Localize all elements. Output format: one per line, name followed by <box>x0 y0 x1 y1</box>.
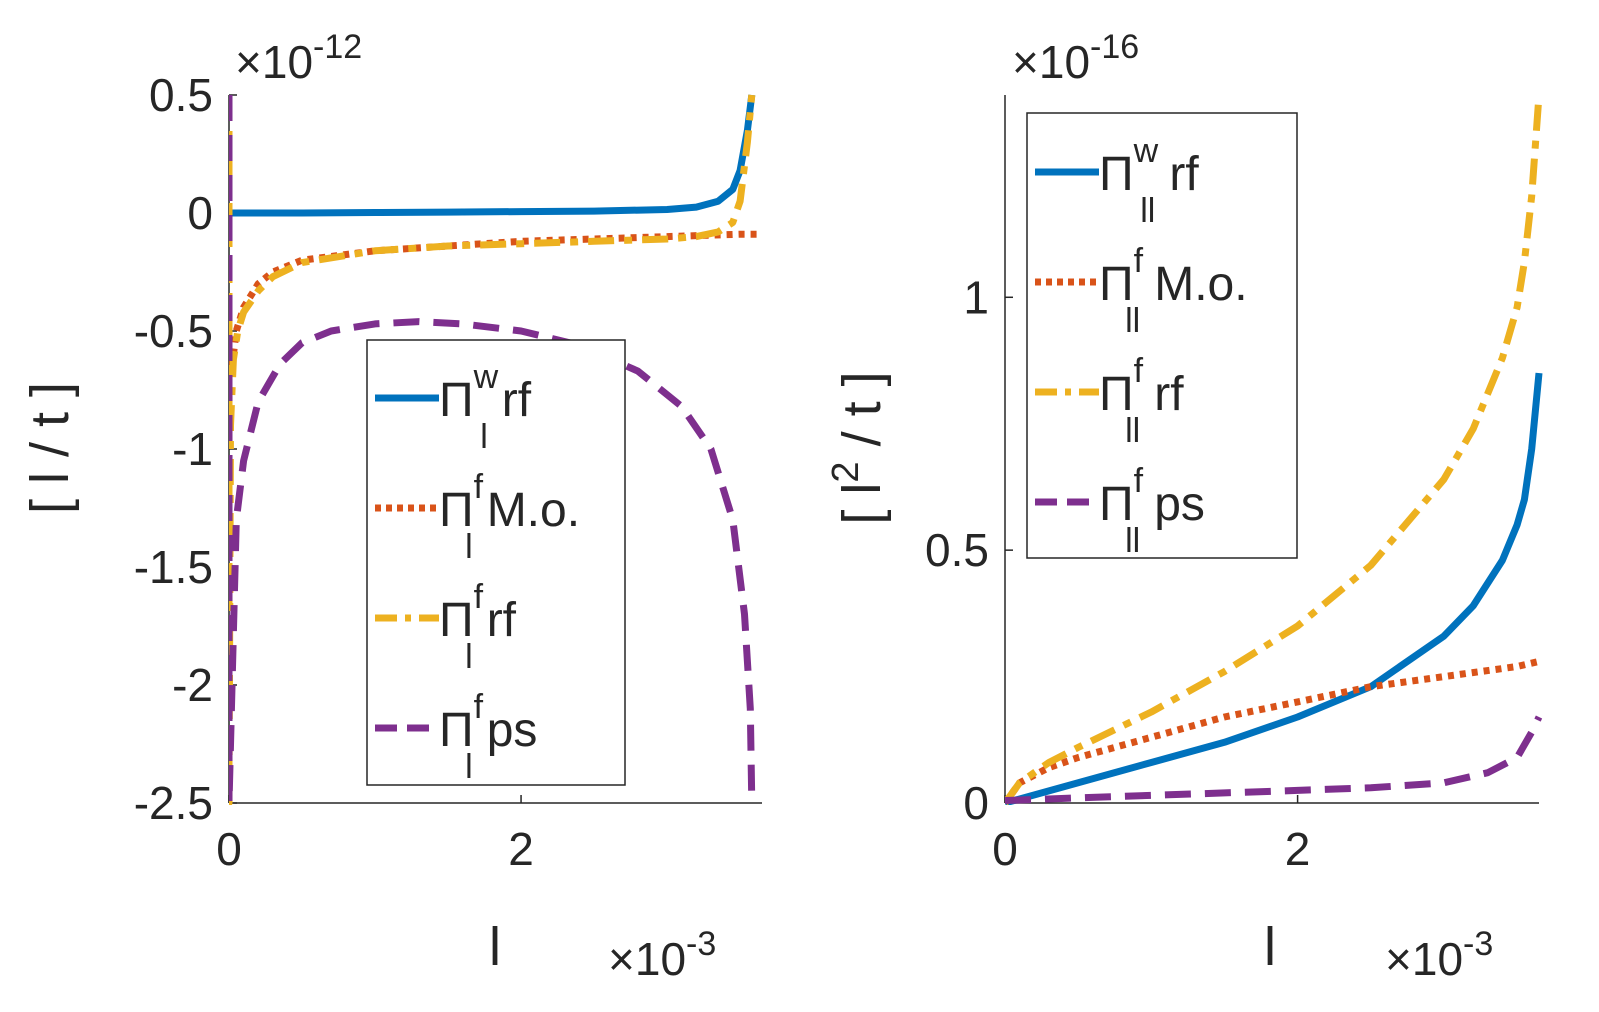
y-axis-multiplier: ×10-16 <box>1012 28 1139 88</box>
legend-label-1: Πw lrf <box>439 358 532 456</box>
y-tick-label: -2.5 <box>134 777 213 829</box>
legend: Πw llrf Πf llM.o. Πf llrf Πf llps <box>1026 112 1298 560</box>
x-axis-multiplier: ×10-3 <box>608 925 716 985</box>
chart-panel-2: 1 0.5 00 2l [ l2 / t ] ×10-3 ×10-16 Πw llrf Πf llM… <box>825 28 1543 985</box>
y-tick-label: -1 <box>172 423 213 475</box>
series-group <box>229 94 762 805</box>
x-tick-label: 0 <box>992 823 1018 875</box>
legend-label-4: Πf lps <box>439 688 537 786</box>
legend-box <box>1026 112 1298 559</box>
x-tick-label: 2 <box>1285 823 1311 875</box>
legend-label-1: Πw llrf <box>1099 132 1199 230</box>
y-axis-label: [ l2 / t ] <box>825 371 892 524</box>
y-tick-label: -1.5 <box>134 541 213 593</box>
y-tick-label: 0.5 <box>149 69 213 121</box>
legend-label-2: Πf llM.o. <box>1099 242 1248 340</box>
y-tick-label: 0 <box>963 777 989 829</box>
x-axis-label: l <box>1264 917 1276 977</box>
series-line-4 <box>1005 715 1543 804</box>
legend-label-4: Πf llps <box>1099 462 1205 560</box>
series-group <box>1005 94 1543 805</box>
x-axis-label: l <box>489 917 501 977</box>
chart-panel-1: 0.50-0.5-1-1.5-2-2.50 2l[ l / t ]×10-3×10… <box>20 28 762 985</box>
series-line-1 <box>229 94 756 217</box>
legend-box <box>366 339 626 786</box>
y-tick-label: 0 <box>187 187 213 239</box>
series-line-3 <box>1005 94 1543 805</box>
x-tick-label: 0 <box>216 823 242 875</box>
y-tick-label: 0.5 <box>925 524 989 576</box>
legend: Πw lrf Πf lM.o. Πf lrf Πf lps <box>366 339 626 786</box>
x-tick-label: 2 <box>508 823 534 875</box>
series-line-2 <box>1005 657 1540 805</box>
x-axis-multiplier: ×10-3 <box>1385 925 1493 985</box>
legend-label-3: Πf lrf <box>439 578 517 676</box>
y-tick-label: -2 <box>172 659 213 711</box>
y-axis-label: [ l / t ] <box>20 382 80 514</box>
y-tick-label: -0.5 <box>134 305 213 357</box>
y-axis-multiplier: ×10-12 <box>235 28 362 88</box>
y-tick-label: 1 <box>963 271 989 323</box>
series-line-4 <box>229 95 756 805</box>
series-line-3 <box>229 94 756 805</box>
legend-label-2: Πf lM.o. <box>439 468 580 566</box>
series-line-1 <box>1005 372 1543 805</box>
legend-label-3: Πf llrf <box>1099 352 1184 450</box>
